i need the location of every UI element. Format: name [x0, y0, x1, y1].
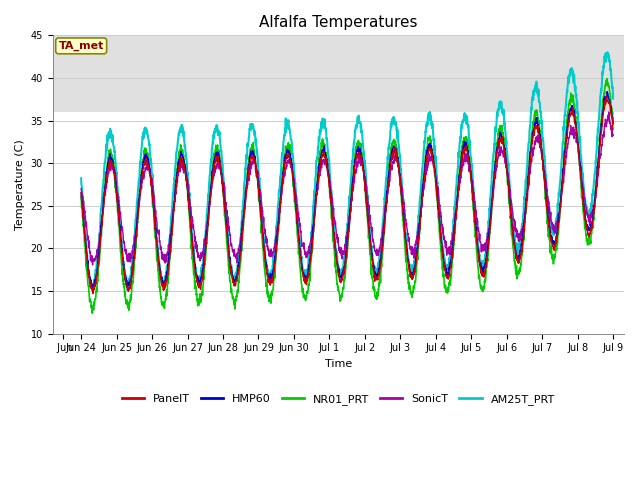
NR01_PRT — [77, 193, 85, 199]
AM25T_PRT — [104, 132, 112, 138]
AM25T_PRT — [594, 130, 602, 136]
HMP60 — [322, 152, 330, 158]
HMP60 — [105, 157, 113, 163]
AM25T_PRT — [604, 49, 611, 55]
Legend: PanelT, HMP60, NR01_PRT, SonicT, AM25T_PRT: PanelT, HMP60, NR01_PRT, SonicT, AM25T_P… — [117, 390, 559, 409]
NR01_PRT — [336, 298, 344, 304]
Bar — [52, 36, 623, 112]
SonicT — [336, 250, 344, 255]
SonicT — [105, 170, 113, 176]
SonicT — [322, 157, 330, 163]
SonicT — [89, 262, 97, 268]
NR01_PRT — [497, 122, 504, 128]
SonicT — [609, 132, 617, 137]
HMP60 — [77, 190, 85, 196]
PanelT — [322, 156, 330, 161]
AM25T_PRT — [594, 126, 602, 132]
Y-axis label: Temperature (C): Temperature (C) — [15, 139, 25, 230]
HMP60 — [604, 89, 611, 95]
Title: Alfalfa Temperatures: Alfalfa Temperatures — [259, 15, 417, 30]
Line: AM25T_PRT: AM25T_PRT — [81, 52, 613, 291]
Line: HMP60: HMP60 — [81, 92, 613, 289]
Line: PanelT: PanelT — [81, 96, 613, 294]
NR01_PRT — [594, 165, 602, 171]
AM25T_PRT — [322, 127, 330, 133]
PanelT — [336, 279, 344, 285]
NR01_PRT — [88, 311, 96, 316]
HMP60 — [594, 160, 602, 166]
HMP60 — [594, 166, 602, 171]
PanelT — [105, 166, 113, 172]
PanelT — [594, 169, 602, 175]
Text: TA_met: TA_met — [58, 41, 104, 51]
SonicT — [77, 186, 85, 192]
PanelT — [609, 126, 617, 132]
NR01_PRT — [105, 151, 113, 156]
AM25T_PRT — [497, 103, 504, 108]
AM25T_PRT — [609, 96, 617, 101]
HMP60 — [497, 133, 504, 139]
X-axis label: Time: Time — [324, 359, 352, 369]
Line: NR01_PRT: NR01_PRT — [81, 79, 613, 313]
AM25T_PRT — [336, 267, 344, 273]
PanelT — [594, 172, 602, 178]
NR01_PRT — [594, 166, 602, 171]
SonicT — [594, 176, 602, 182]
SonicT — [594, 173, 602, 179]
PanelT — [497, 139, 504, 144]
NR01_PRT — [609, 115, 617, 121]
HMP60 — [609, 121, 617, 127]
PanelT — [89, 291, 97, 297]
AM25T_PRT — [77, 175, 85, 181]
PanelT — [77, 190, 85, 195]
HMP60 — [336, 273, 344, 279]
AM25T_PRT — [124, 288, 132, 294]
PanelT — [602, 93, 610, 99]
NR01_PRT — [604, 76, 611, 82]
SonicT — [605, 109, 612, 115]
SonicT — [497, 153, 504, 158]
HMP60 — [89, 286, 97, 292]
Line: SonicT: SonicT — [81, 112, 613, 265]
NR01_PRT — [322, 150, 330, 156]
